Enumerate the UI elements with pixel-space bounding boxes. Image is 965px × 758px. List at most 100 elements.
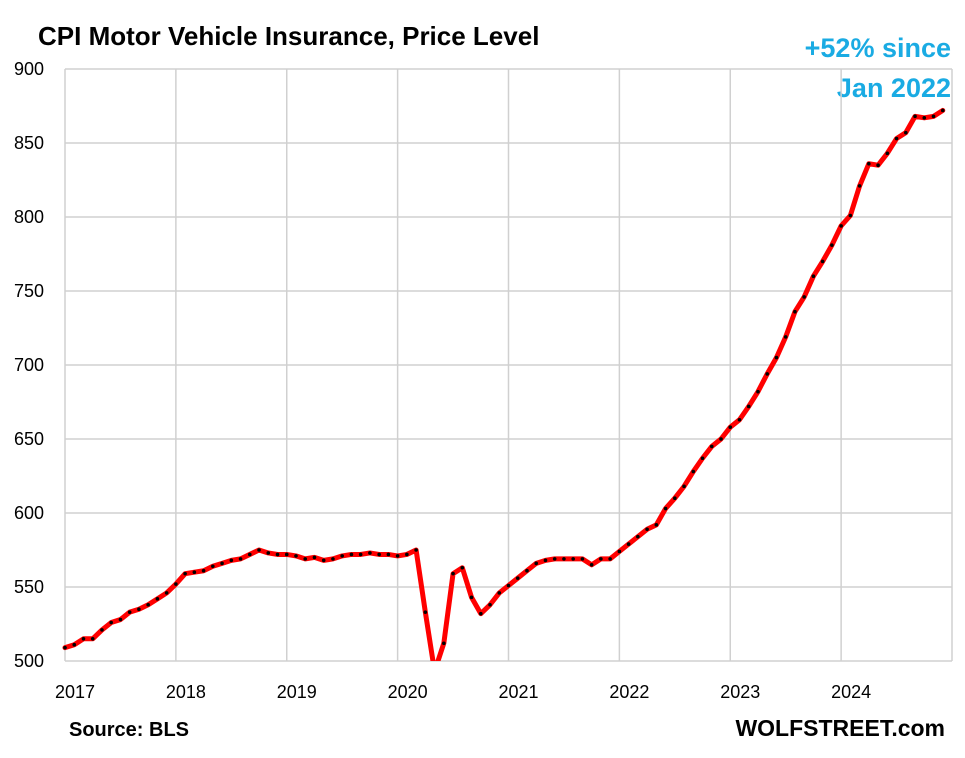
data-point [580,557,585,561]
data-point [599,557,603,561]
data-point [118,617,123,622]
data-point [414,548,418,552]
data-point [266,551,271,555]
data-point [608,557,612,561]
data-point [793,309,797,314]
data-point [72,642,77,647]
x-tick-label: 2017 [55,682,95,702]
data-point [423,610,428,614]
y-tick-label: 600 [14,503,44,523]
data-point [571,557,575,561]
data-point [617,549,622,554]
data-point [220,561,224,566]
data-point [192,570,197,574]
data-point [802,295,806,299]
x-tick-label: 2019 [277,682,317,702]
y-tick-label: 750 [14,281,44,301]
data-point [229,558,234,563]
data-point [626,542,631,546]
data-point [377,552,381,557]
data-point [857,184,862,188]
data-point [358,552,363,557]
data-point [700,456,705,461]
data-point [155,597,160,601]
data-point [820,259,825,264]
data-point [146,602,150,607]
data-point [765,372,770,376]
data-point [137,607,141,611]
data-point [848,213,853,218]
data-point [497,591,502,595]
y-tick-label: 650 [14,429,44,449]
y-tick-label: 900 [14,59,44,79]
data-point [534,561,539,566]
x-tick-label: 2021 [498,682,538,702]
data-point [284,552,289,557]
x-tick-label: 2024 [831,682,871,702]
data-point [876,163,880,167]
data-point [867,161,871,166]
data-series [62,107,946,674]
data-point [589,563,594,567]
data-point [525,568,529,573]
annotation-line-1: +52% since [805,33,951,63]
data-point [885,151,890,156]
x-tick-label: 2020 [388,682,428,702]
data-point [515,576,520,580]
data-point [386,552,391,557]
data-point [673,496,677,501]
x-tick-label: 2022 [609,682,649,702]
data-point [488,602,492,607]
x-tick-label: 2018 [166,682,206,702]
data-point [442,641,446,646]
data-point [164,591,169,595]
data-point [469,595,474,600]
data-point [737,417,742,422]
data-point [506,583,511,588]
data-point [904,130,908,135]
data-point [81,637,86,641]
data-point [830,243,834,247]
data-point [756,389,760,394]
data-point [257,548,261,552]
data-point [109,620,113,625]
data-point [839,224,843,228]
data-point [774,355,779,360]
x-tick-label: 2023 [720,682,760,702]
data-point [913,114,917,119]
data-point [719,437,723,441]
y-tick-label: 800 [14,207,44,227]
data-point [433,670,437,674]
y-tick-label: 700 [14,355,44,375]
data-point [183,571,187,576]
data-point [645,527,649,532]
data-point [247,552,252,557]
data-point [211,564,215,569]
data-point [275,552,280,557]
data-point [100,628,104,632]
chart-title: CPI Motor Vehicle Insurance, Price Level [38,21,539,51]
data-point [312,555,317,560]
data-point [543,558,548,563]
data-point [90,637,95,641]
data-point [636,534,640,539]
data-point [238,557,243,561]
data-point [368,551,372,555]
source-label: Source: BLS [69,719,189,741]
gridlines [64,68,953,662]
data-point [201,568,206,573]
y-tick-label: 850 [14,133,44,153]
data-point [405,552,409,557]
data-point [395,554,400,558]
data-point [127,610,132,614]
data-point [931,114,936,119]
data-point [562,557,566,561]
data-point [340,554,344,558]
y-tick-label: 550 [14,577,44,597]
data-point [691,469,696,474]
data-point [682,484,686,489]
data-point [460,565,465,570]
data-point [728,425,733,429]
data-point [894,136,899,141]
